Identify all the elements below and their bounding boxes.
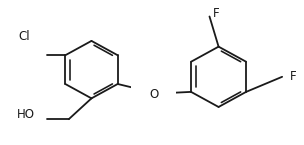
- Text: F: F: [290, 70, 296, 83]
- Text: HO: HO: [17, 108, 35, 121]
- Text: F: F: [212, 7, 219, 20]
- Text: Cl: Cl: [19, 30, 30, 43]
- Text: O: O: [149, 88, 158, 101]
